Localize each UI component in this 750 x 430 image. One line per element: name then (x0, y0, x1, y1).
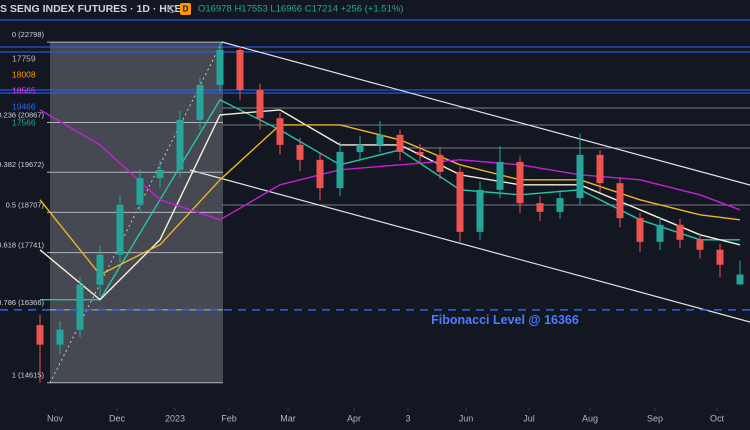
candle-body (136, 178, 144, 205)
legend-label: 18565 (12, 85, 36, 95)
candle-body (356, 144, 364, 152)
legend-label: 17759 (12, 53, 36, 63)
candle-body (416, 151, 424, 155)
candle-body (236, 49, 244, 90)
candle-body (596, 154, 604, 184)
candle-body (456, 171, 464, 232)
candle-body (496, 161, 504, 190)
candle-body (636, 218, 644, 242)
candle-body (576, 154, 584, 199)
ohlc-readout: O16978 H17553 L16966 C17214 +256 (+1.51%… (198, 4, 403, 15)
candle-body (376, 134, 384, 145)
chart-title: S SENG INDEX FUTURES · 1D · HKEX (0, 3, 188, 15)
x-tick-label: Dec (109, 413, 126, 423)
candle-body (76, 284, 84, 330)
candle-body (216, 49, 224, 85)
x-tick-label: Oct (710, 413, 725, 423)
candle-body (196, 84, 204, 120)
x-tick-label: Aug (582, 413, 598, 423)
candle-body (116, 204, 124, 255)
candle-body (736, 274, 744, 285)
annotation-text: Fibonacci Level @ 16366 (431, 313, 579, 327)
x-tick-label: 2023 (165, 413, 185, 423)
candle-body (676, 224, 684, 240)
annotation: Fibonacci Level @ 16366 (0, 309, 750, 327)
candle-body (656, 224, 664, 242)
candle-body (476, 189, 484, 232)
candle-body (176, 119, 184, 170)
x-tick-label: Feb (221, 413, 237, 423)
x-tick-label: Mar (280, 413, 296, 423)
candle-body (716, 249, 724, 265)
candle-body (276, 118, 284, 145)
candle-body (256, 89, 264, 119)
legend-label: 17566 (12, 117, 36, 127)
fib-label: 0.382 (19672) (0, 160, 45, 169)
fib-label: 0 (22798) (12, 30, 45, 39)
reference-lines (0, 19, 750, 94)
fib-label: 0.5 (18707) (6, 200, 45, 209)
fib-label: 0.236 (20867) (0, 110, 45, 119)
candle-body (696, 239, 704, 250)
candle-body (316, 159, 324, 189)
candles (36, 42, 744, 383)
candle-body (156, 169, 164, 179)
x-axis-band (0, 408, 750, 430)
x-tick-label: Apr (347, 413, 361, 423)
candle-body (536, 203, 544, 212)
legend: 17759 18008 18565 19466 17566 (12, 53, 36, 127)
fib-label: 0.786 (16366) (0, 298, 45, 307)
fib-levels: 0 (22798) 0.236 (20867) 0.382 (19672) 0.5 (… (0, 30, 223, 384)
eye-icon[interactable] (168, 5, 176, 13)
candle-body (96, 254, 104, 285)
legend-label: 19466 (12, 101, 36, 111)
legend-label: 18008 (12, 69, 36, 79)
delay-badge-text: D (183, 5, 189, 14)
fib-label: 0.618 (17741) (0, 241, 45, 250)
candle-body (556, 198, 564, 212)
candle-body (336, 151, 344, 189)
candle-body (516, 161, 524, 204)
candle-body (436, 154, 444, 172)
x-tick-label: Jun (459, 413, 474, 423)
ma-line (39, 109, 741, 221)
fib-label: 1 (14615) (12, 371, 45, 380)
delay-badge[interactable] (180, 3, 191, 15)
x-tick-label: Nov (47, 413, 64, 423)
candle-body (56, 329, 64, 345)
x-tick-label: 3 (405, 413, 410, 423)
x-tick-label: Jul (523, 413, 535, 423)
candle-body (36, 325, 44, 345)
x-axis: Nov Dec 2023 Feb Mar Apr 3 Jun Jul Aug Sep Oct (0, 408, 750, 430)
candle-body (616, 183, 624, 219)
x-tick-label: Sep (647, 413, 663, 423)
candle-body (396, 134, 404, 152)
candle-body (296, 144, 304, 160)
